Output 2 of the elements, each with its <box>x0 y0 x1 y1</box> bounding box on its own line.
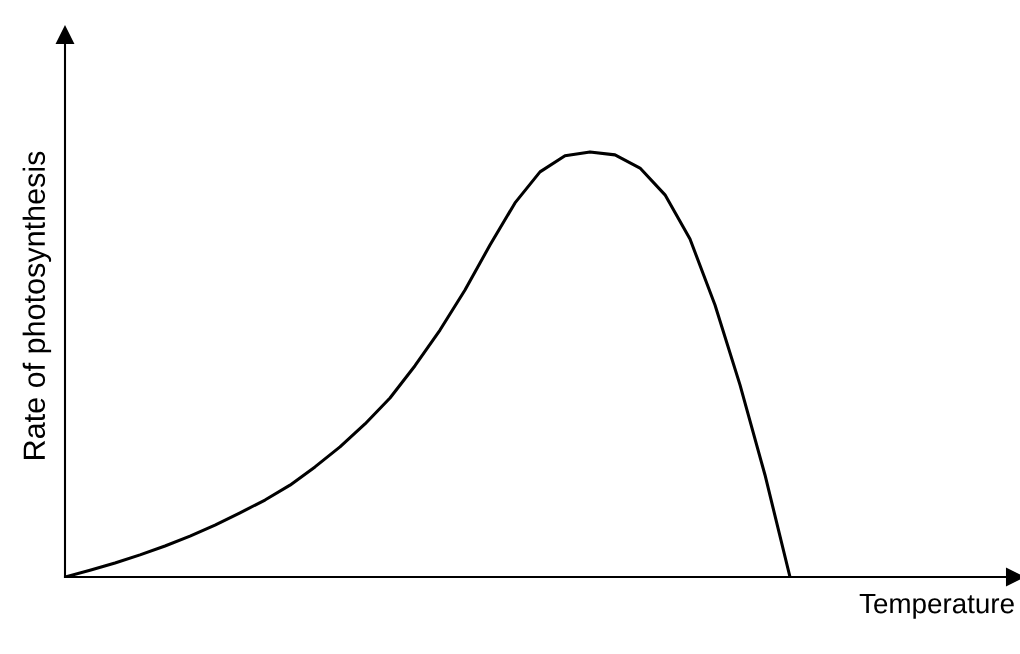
x-axis-title: Temperature <box>859 593 1014 619</box>
y-axis-title: Rate of photosynthesis <box>22 151 52 459</box>
